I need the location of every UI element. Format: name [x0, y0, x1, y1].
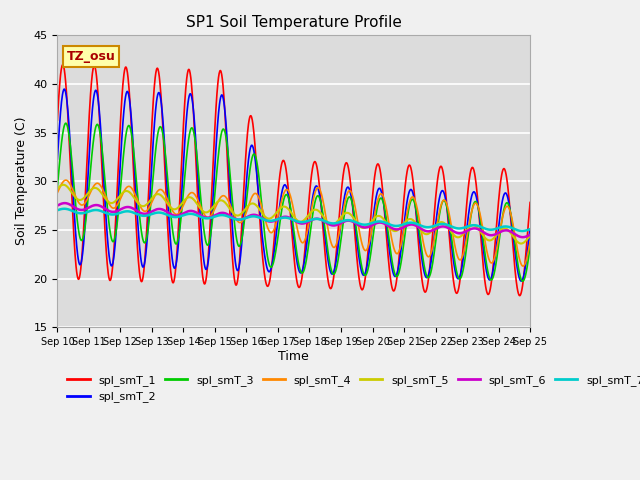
spl_smT_2 [323, 248, 330, 253]
spl_smT_5 [526, 233, 534, 239]
Y-axis label: Soil Temperature (C): Soil Temperature (C) [15, 117, 28, 245]
spl_smT_2 [255, 188, 262, 194]
spl_smT_6 [273, 217, 280, 223]
spl_smT_3 [62, 120, 70, 126]
Line: spl_smT_5: spl_smT_5 [58, 185, 530, 243]
spl_smT_4 [255, 193, 262, 199]
spl_smT_2 [273, 229, 280, 235]
spl_smT_1 [264, 283, 272, 289]
spl_smT_2 [517, 278, 525, 284]
spl_smT_1 [323, 267, 330, 273]
spl_smT_1 [526, 200, 534, 205]
spl_smT_4 [109, 205, 117, 211]
spl_smT_4 [62, 177, 70, 183]
spl_smT_6 [264, 218, 272, 224]
spl_smT_3 [273, 243, 280, 249]
spl_smT_1 [90, 63, 98, 69]
spl_smT_1 [255, 192, 262, 197]
Line: spl_smT_4: spl_smT_4 [58, 180, 530, 266]
spl_smT_6 [519, 234, 527, 240]
spl_smT_4 [264, 226, 272, 231]
Title: SP1 Soil Temperature Profile: SP1 Soil Temperature Profile [186, 15, 402, 30]
spl_smT_5 [323, 218, 330, 224]
spl_smT_5 [60, 182, 67, 188]
spl_smT_1 [516, 293, 524, 299]
spl_smT_1 [273, 207, 280, 213]
spl_smT_1 [54, 117, 61, 123]
spl_smT_5 [54, 186, 61, 192]
spl_smT_4 [54, 190, 61, 195]
spl_smT_2 [526, 226, 534, 232]
spl_smT_7 [526, 226, 534, 232]
spl_smT_5 [255, 204, 262, 210]
spl_smT_6 [90, 203, 98, 208]
spl_smT_7 [273, 216, 280, 222]
Line: spl_smT_3: spl_smT_3 [58, 123, 530, 281]
spl_smT_1 [109, 253, 117, 259]
Text: TZ_osu: TZ_osu [67, 50, 116, 63]
spl_smT_3 [54, 184, 61, 190]
spl_smT_4 [323, 219, 330, 225]
spl_smT_5 [517, 240, 525, 246]
Line: spl_smT_7: spl_smT_7 [58, 209, 530, 231]
spl_smT_7 [61, 206, 68, 212]
Legend: spl_smT_1, spl_smT_2, spl_smT_3, spl_smT_4, spl_smT_5, spl_smT_6, spl_smT_7: spl_smT_1, spl_smT_2, spl_smT_3, spl_smT… [63, 371, 640, 407]
Line: spl_smT_1: spl_smT_1 [58, 65, 530, 296]
spl_smT_3 [323, 240, 330, 245]
spl_smT_4 [526, 239, 534, 245]
Line: spl_smT_6: spl_smT_6 [58, 203, 530, 237]
spl_smT_6 [323, 220, 330, 226]
spl_smT_3 [264, 257, 272, 263]
spl_smT_4 [90, 182, 98, 188]
X-axis label: Time: Time [278, 349, 309, 362]
spl_smT_7 [323, 219, 330, 225]
spl_smT_2 [264, 268, 272, 274]
spl_smT_7 [54, 207, 61, 213]
spl_smT_6 [526, 232, 534, 238]
spl_smT_2 [61, 86, 68, 92]
spl_smT_7 [90, 207, 98, 213]
spl_smT_6 [61, 200, 68, 206]
spl_smT_2 [54, 156, 61, 162]
spl_smT_5 [90, 185, 98, 191]
spl_smT_6 [109, 209, 117, 215]
spl_smT_3 [526, 243, 534, 249]
spl_smT_3 [90, 132, 98, 137]
spl_smT_2 [90, 91, 98, 97]
spl_smT_1 [59, 62, 67, 68]
spl_smT_3 [109, 239, 117, 244]
spl_smT_2 [109, 256, 117, 262]
spl_smT_7 [109, 212, 117, 217]
Line: spl_smT_2: spl_smT_2 [58, 89, 530, 281]
spl_smT_3 [519, 278, 527, 284]
spl_smT_5 [264, 216, 272, 221]
spl_smT_7 [255, 215, 262, 220]
spl_smT_5 [273, 210, 280, 216]
spl_smT_4 [519, 263, 527, 269]
spl_smT_3 [255, 168, 262, 174]
spl_smT_6 [54, 203, 61, 208]
spl_smT_7 [264, 218, 272, 224]
spl_smT_5 [109, 200, 117, 205]
spl_smT_7 [518, 228, 526, 234]
spl_smT_4 [273, 219, 280, 225]
spl_smT_6 [255, 213, 262, 219]
